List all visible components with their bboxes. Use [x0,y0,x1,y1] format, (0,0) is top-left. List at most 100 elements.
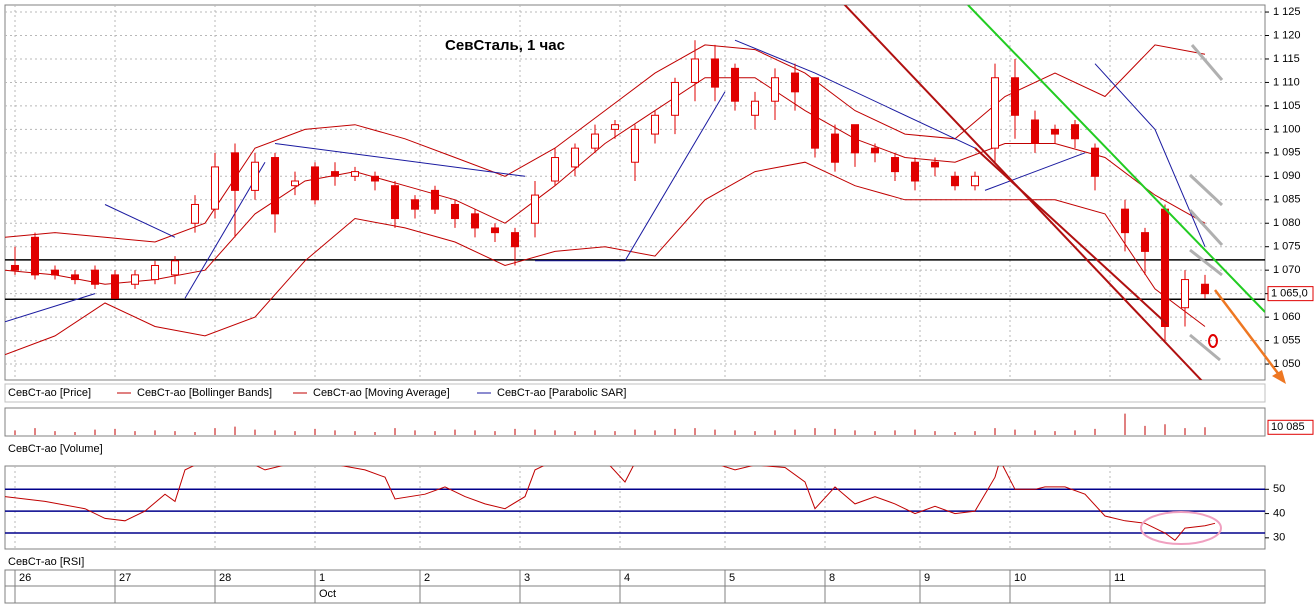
candle-body [191,203,199,224]
x-tick-label: 8 [829,572,835,584]
trend-line [1188,173,1224,207]
candle-body [271,157,279,215]
candle-body [591,133,599,149]
candle-body [971,175,979,187]
y-tick-label: 50 [1273,483,1285,495]
candle-body [151,264,159,281]
y-tick-label: 1 125 [1273,6,1301,18]
rsi-plot [5,466,1265,541]
candle-body [251,161,259,191]
candle-body [731,67,739,102]
y-tick-label: 1 070 [1273,264,1301,276]
marker-ellipse [1208,334,1218,348]
x-tick-label: 5 [729,572,735,584]
candle-body [791,72,799,93]
candle-body [171,260,179,276]
candle-body [331,171,339,177]
indicator-line [984,152,1086,191]
indicator-line [274,143,526,177]
candle-body [1121,208,1129,234]
y-tick-label: 1 055 [1273,334,1301,346]
candle-body [811,77,819,149]
y-tick-label: 1 100 [1273,123,1301,135]
x-tick-label: 28 [219,572,231,584]
legend-label: СевСт-ао [Volume] [8,443,103,455]
y-tick-label: 1 120 [1273,29,1301,41]
candle-body [1051,128,1059,135]
arrow [1214,289,1286,384]
candle-body [831,133,839,163]
x-tick-label: 2 [424,572,430,584]
candle-body [851,124,859,154]
candle-body [1161,208,1169,327]
x-tick-label: 9 [924,572,930,584]
y-tick-label: 1 085 [1273,194,1301,206]
chart-title: СевСталь, 1 час [445,37,565,54]
annotations [843,5,1265,380]
candle-body [911,161,919,182]
candle-body [1141,232,1149,252]
candle-body [551,157,559,182]
candle-body [91,269,99,285]
candle-body [431,189,439,210]
indicator-line [5,293,96,323]
rsi-pane-frame [4,465,1266,550]
arrow-head [1272,370,1286,384]
candle-body [31,236,39,276]
y-tick-label: 1 095 [1273,147,1301,159]
trend-line [1189,248,1223,277]
rsi-highlight [1140,511,1222,545]
indicator-line [1094,63,1206,247]
x-tick-label: 11 [1114,572,1125,584]
y-tick-label: 1 110 [1273,76,1300,88]
trend-line [1189,333,1221,362]
candle-body [1031,119,1039,144]
trend-line [974,147,1168,325]
candle-body [711,58,719,88]
last-price-label: 1 065,0 [1271,288,1308,300]
y-tick-label: 30 [1273,532,1285,544]
candle-body [291,180,299,187]
y-tick-label: 1 105 [1273,100,1301,112]
indicator-line [734,39,976,149]
y-tick-label: 1 090 [1273,170,1301,182]
candle-body [451,203,459,220]
candle-body [1181,279,1189,309]
candle-body [311,166,319,201]
candle-body [651,114,659,135]
last-price-tag [1267,286,1314,302]
candle-body [491,227,499,234]
month-label: Oct [319,588,336,600]
candle-body [231,152,239,191]
candle-body [1091,147,1099,177]
indicator-line [104,204,176,238]
y-tick-label: 40 [1273,507,1285,519]
candle-body [771,77,779,102]
indicator-line [535,91,726,262]
legend-label: СевСт-ао [RSI] [8,556,84,568]
last-value-tag [1267,419,1314,435]
candle-body [11,264,19,271]
candle-body [611,124,619,130]
legend-label: СевСт-ао [Moving Average] [313,387,450,399]
legend-label: СевСт-ао [Parabolic SAR] [497,387,627,399]
x-tick-label: 27 [119,572,131,584]
price-pane-frame [4,4,1266,381]
candle-body [511,232,519,248]
candle-body [131,274,139,285]
indicator-line [5,44,1206,243]
candle-body [951,175,959,187]
candle-body [471,213,479,229]
candle-body [411,199,419,210]
forecast-arrow [1214,289,1281,377]
candle-body [871,147,879,154]
last-value-label: 10 085 [1271,421,1305,433]
trend-line [1190,44,1224,81]
trend-line [967,5,1265,313]
candle-body [671,81,679,116]
y-tick-label: 1 050 [1273,358,1301,370]
volume-pane-frame [4,407,1266,437]
candle-body [691,58,699,83]
